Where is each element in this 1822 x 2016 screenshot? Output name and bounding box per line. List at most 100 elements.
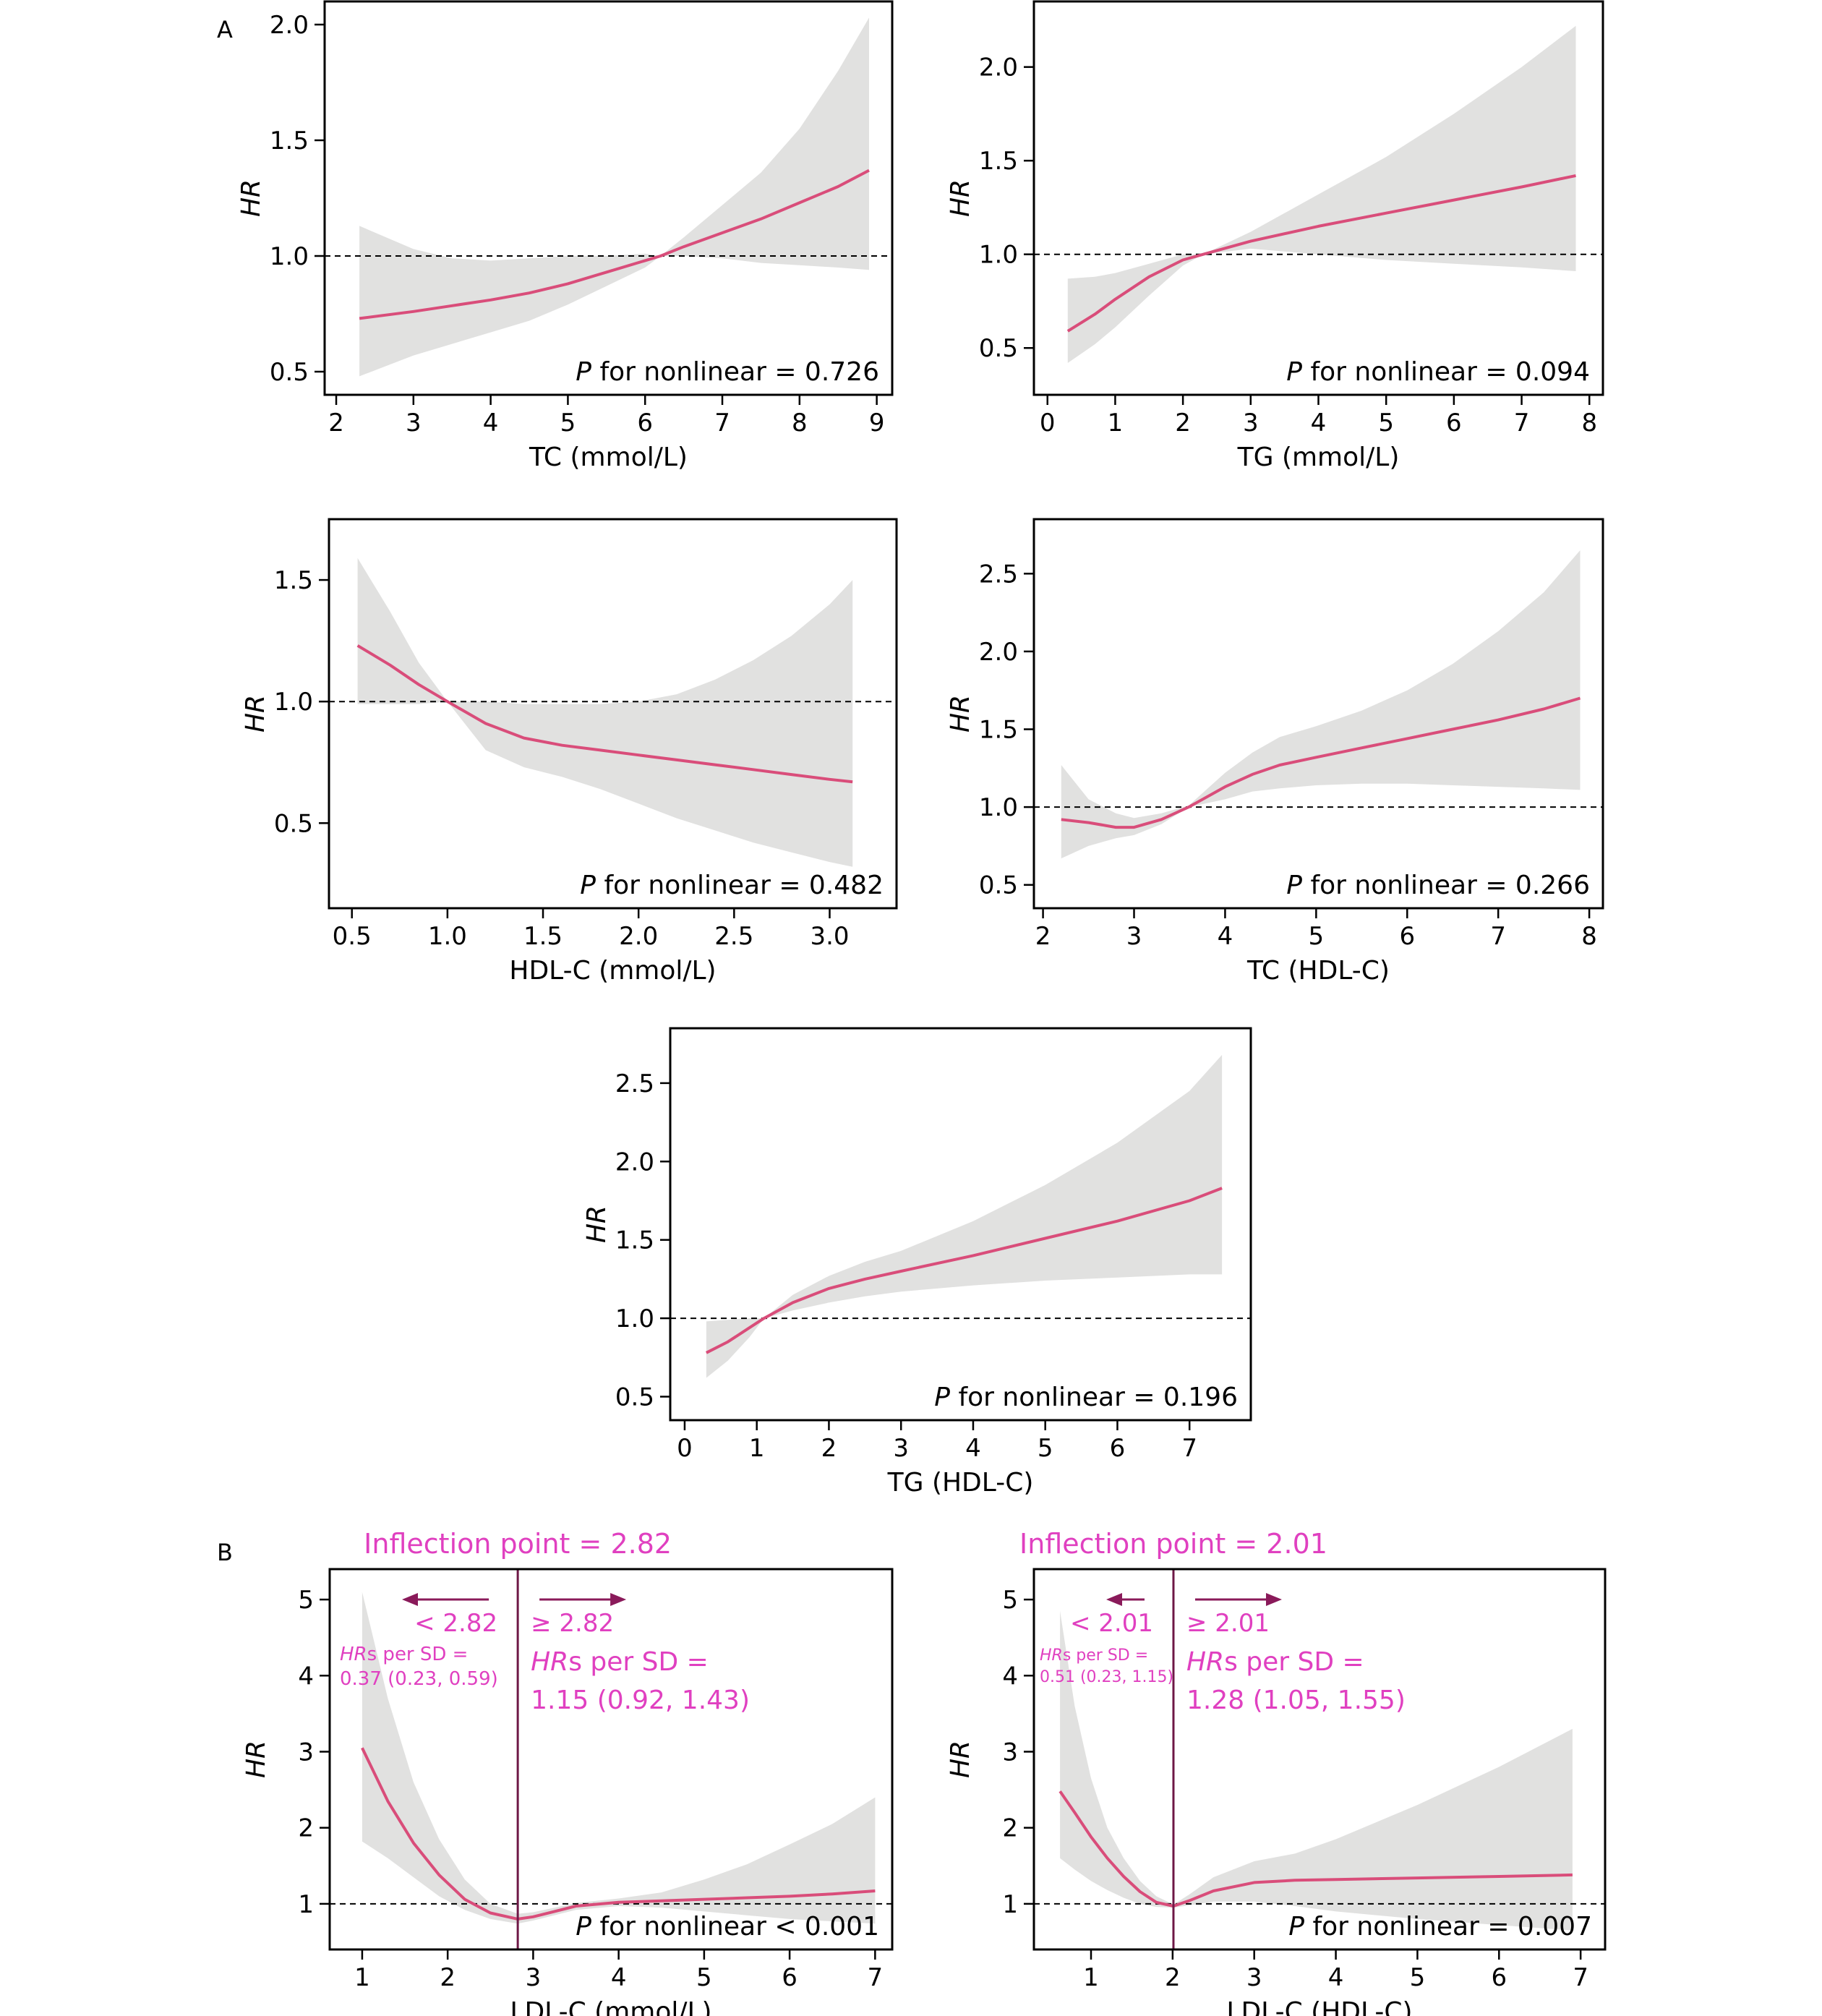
y-tick-label: 2 — [298, 1814, 314, 1843]
x-tick-label: 4 — [965, 1434, 981, 1463]
x-tick-label: 1 — [1083, 1963, 1099, 1992]
x-tick-label: 0 — [677, 1434, 693, 1463]
plot-frame — [669, 1027, 1252, 1422]
right-hr-label: HRs per SD = — [531, 1647, 709, 1677]
x-tick-label: 3 — [893, 1434, 909, 1463]
x-tick-label: 2 — [328, 409, 344, 437]
plot-frame — [328, 1568, 894, 1951]
y-tick-label: 1.0 — [979, 241, 1018, 270]
inflection-title: Inflection point = 2.01 — [1019, 1528, 1327, 1560]
x-tick-label: 5 — [1378, 409, 1394, 437]
y-tick-label: 1.0 — [615, 1304, 654, 1333]
hr-curve — [1066, 174, 1576, 333]
x-axis-label: HDL-C (mmol/L) — [509, 956, 716, 986]
y-tick-label: 1.5 — [979, 147, 1018, 176]
left-hr-value: 0.37 (0.23, 0.59) — [340, 1668, 498, 1690]
y-tick-label: 1.5 — [979, 716, 1018, 745]
p-nonlinear-label: P for nonlinear = 0.196 — [934, 1383, 1238, 1412]
y-tick-label: 2.5 — [979, 560, 1018, 589]
y-axis-label: HR — [582, 1205, 612, 1243]
y-axis-label: HR — [946, 695, 975, 732]
right-arrowhead-icon — [1265, 1593, 1282, 1606]
hr-curve — [705, 1187, 1223, 1354]
y-tick-label: 2.5 — [615, 1069, 654, 1098]
x-tick-label: 1 — [354, 1963, 370, 1992]
p-nonlinear-label: P for nonlinear < 0.001 — [576, 1912, 879, 1942]
x-tick-label: 1.0 — [428, 922, 467, 951]
y-tick-label: 0.5 — [979, 334, 1018, 363]
y-axis-label: HR — [946, 1740, 975, 1778]
hr-curve — [1061, 696, 1581, 829]
y-tick-label: 1 — [1002, 1890, 1018, 1919]
right-hr-label: HRs per SD = — [1186, 1647, 1364, 1677]
x-axis-label: TG (HDL-C) — [887, 1468, 1034, 1498]
x-tick-label: 3 — [526, 1963, 542, 1992]
x-tick-label: 4 — [611, 1963, 627, 1992]
x-tick-label: 2 — [1165, 1963, 1181, 1992]
y-axis-label: HR — [241, 695, 270, 732]
x-tick-label: 2.0 — [619, 922, 658, 951]
x-tick-label: 9 — [869, 409, 885, 437]
x-tick-label: 5 — [696, 1963, 712, 1992]
y-axis-label: HR — [946, 179, 975, 217]
y-tick-label: 0.5 — [274, 809, 313, 838]
x-tick-label: 1.5 — [523, 922, 563, 951]
x-axis-label: TC (mmol/L) — [529, 443, 688, 472]
x-tick-label: 3.0 — [810, 922, 849, 951]
p-nonlinear-label: P for nonlinear = 0.094 — [1286, 357, 1590, 387]
x-tick-label: 7 — [714, 409, 730, 437]
plot-frame — [1032, 518, 1604, 910]
confidence-band — [1067, 25, 1576, 363]
x-tick-label: 4 — [1311, 409, 1327, 437]
x-tick-label: 6 — [1110, 1434, 1126, 1463]
inflection-title: Inflection point = 2.82 — [364, 1528, 672, 1560]
y-tick-label: 4 — [298, 1662, 314, 1691]
y-tick-label: 2.0 — [979, 638, 1018, 667]
x-tick-label: 6 — [1446, 409, 1462, 437]
y-tick-label: 4 — [1002, 1662, 1018, 1691]
x-tick-label: 2 — [440, 1963, 456, 1992]
left-hr-label: HRs per SD = — [1040, 1646, 1148, 1665]
y-tick-label: 0.5 — [270, 358, 309, 387]
y-tick-label: 5 — [298, 1586, 314, 1615]
y-tick-label: 1.5 — [615, 1226, 654, 1255]
x-axis-label: TC (HDL-C) — [1246, 956, 1390, 986]
left-arrowhead-icon — [402, 1593, 418, 1606]
x-tick-label: 3 — [1243, 409, 1259, 437]
y-tick-label: 2 — [1002, 1814, 1018, 1843]
hr-curve — [356, 644, 853, 784]
x-tick-label: 7 — [1181, 1434, 1197, 1463]
confidence-band — [362, 1592, 876, 1924]
chart-panel-6: 1 2 3 4 5 6 7 1 2 3 4 5 LDL-C (mmol/L) HR P for nonlin… — [241, 1528, 894, 2016]
chart-panel-7: 1 2 3 4 5 6 7 1 2 3 4 5 LDL-C (HDL-C) HR P for nonline… — [946, 1528, 1607, 2016]
confidence-band — [1061, 550, 1581, 859]
x-tick-label: 8 — [792, 409, 808, 437]
plot-frame — [1032, 1568, 1607, 1951]
x-tick-label: 2 — [1175, 409, 1191, 437]
x-tick-label: 1 — [1108, 409, 1124, 437]
right-segment-label: ≥ 2.82 — [531, 1609, 614, 1638]
p-nonlinear-label: P for nonlinear = 0.007 — [1288, 1912, 1592, 1942]
chart-panel-1: 2 3 4 5 6 7 8 9 0.5 1.0 1.5 2.0 TC (mmol/L) HR P for n… — [236, 0, 894, 472]
x-tick-label: 3 — [406, 409, 422, 437]
chart-panel-2: 0 1 2 3 4 5 6 7 8 0.5 1.0 1.5 2.0 TG (mmol/L) HR P for … — [946, 0, 1604, 472]
x-axis-label: LDL-C (mmol/L) — [510, 1997, 711, 2016]
chart-panel-3: 0.5 1.0 1.5 2.0 2.5 3.0 0.5 1.0 1.5 HDL-C (mmol/L… — [241, 518, 898, 986]
y-tick-label: 2.0 — [979, 54, 1018, 82]
confidence-band — [706, 1054, 1223, 1378]
x-tick-label: 1 — [749, 1434, 765, 1463]
x-tick-label: 7 — [868, 1963, 884, 1992]
right-segment-label: ≥ 2.01 — [1186, 1609, 1270, 1638]
x-tick-label: 3 — [1126, 922, 1142, 951]
y-tick-label: 5 — [1002, 1586, 1018, 1615]
x-tick-label: 0.5 — [333, 922, 372, 951]
x-axis-label: TG (mmol/L) — [1237, 443, 1400, 472]
panel-label-a: A — [217, 16, 233, 43]
x-tick-label: 4 — [1328, 1963, 1344, 1992]
y-tick-label: 1.0 — [270, 242, 309, 271]
y-tick-label: 1.5 — [270, 127, 309, 155]
x-tick-label: 5 — [560, 409, 576, 437]
x-tick-label: 2.5 — [714, 922, 753, 951]
x-tick-label: 5 — [1038, 1434, 1053, 1463]
